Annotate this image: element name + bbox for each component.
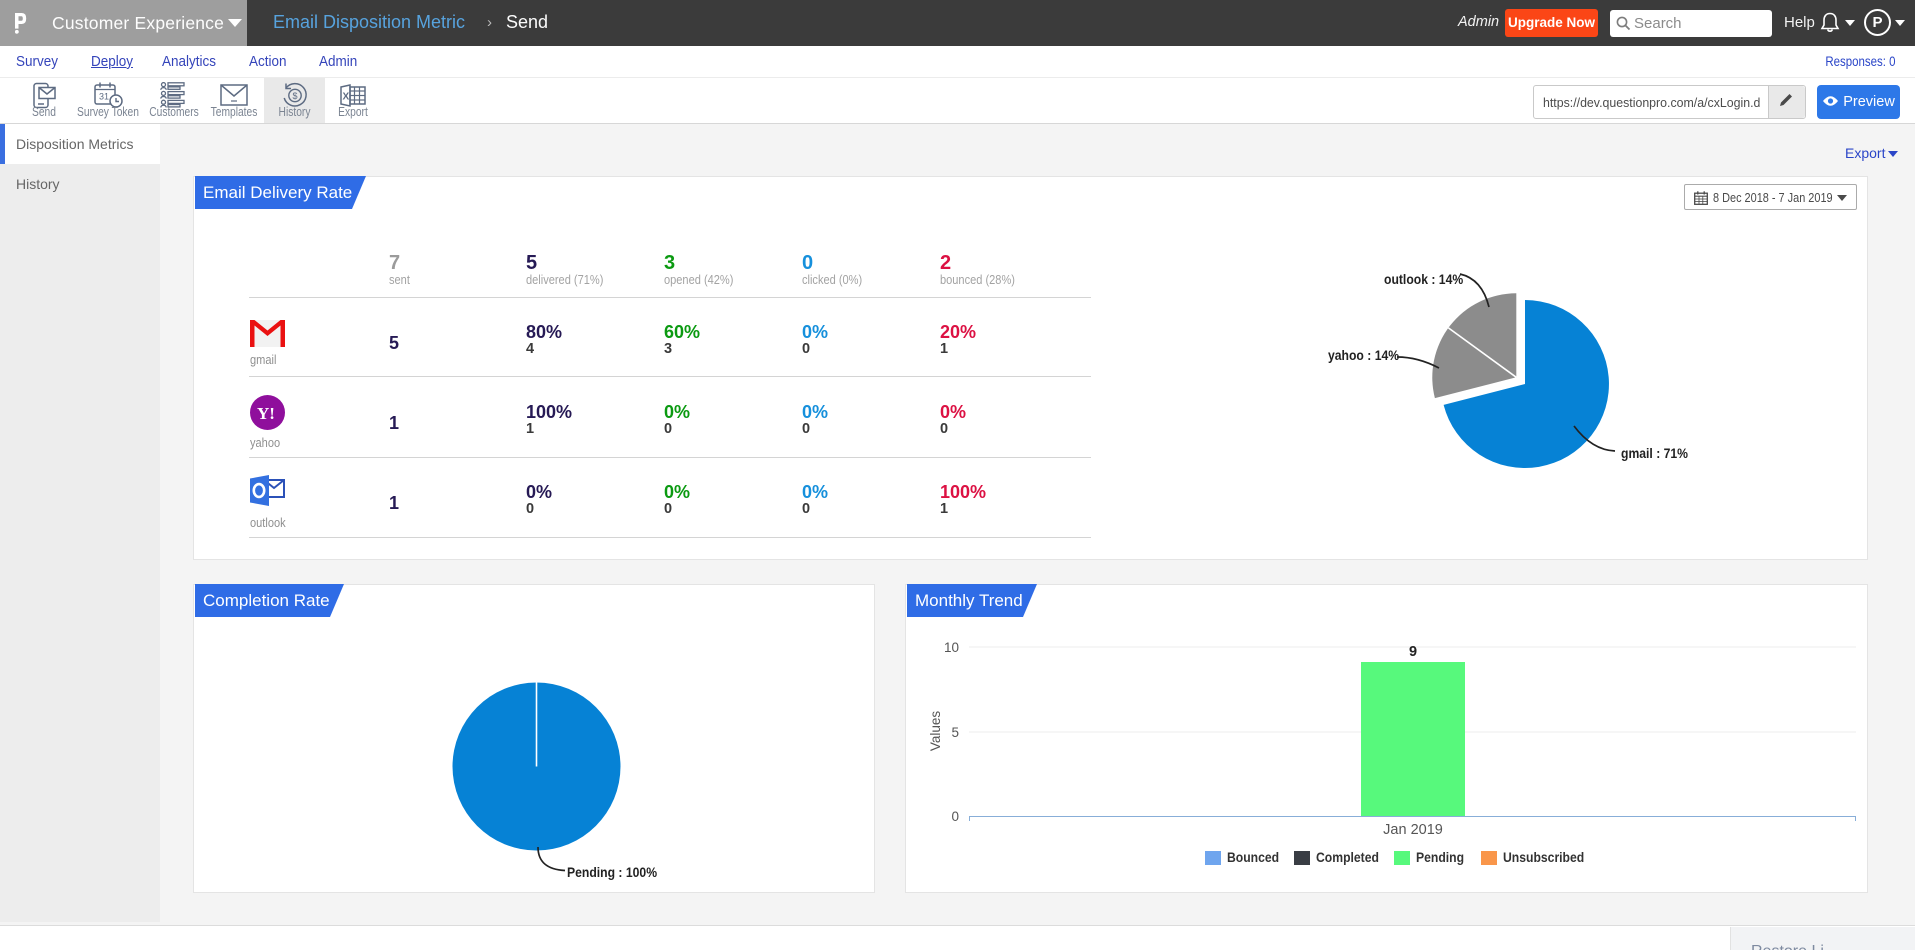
svg-text:5: 5 (951, 725, 959, 740)
svg-text:Y!: Y! (257, 404, 275, 423)
svg-text:Values: Values (928, 711, 943, 752)
svg-text:0: 0 (951, 809, 959, 824)
svg-text:31: 31 (99, 92, 109, 102)
svg-text:10: 10 (944, 640, 959, 655)
svg-text:Jan 2019: Jan 2019 (1383, 822, 1443, 838)
svg-text:$: $ (292, 91, 297, 101)
svg-text:X: X (343, 92, 350, 103)
svg-text:9: 9 (1409, 644, 1417, 660)
